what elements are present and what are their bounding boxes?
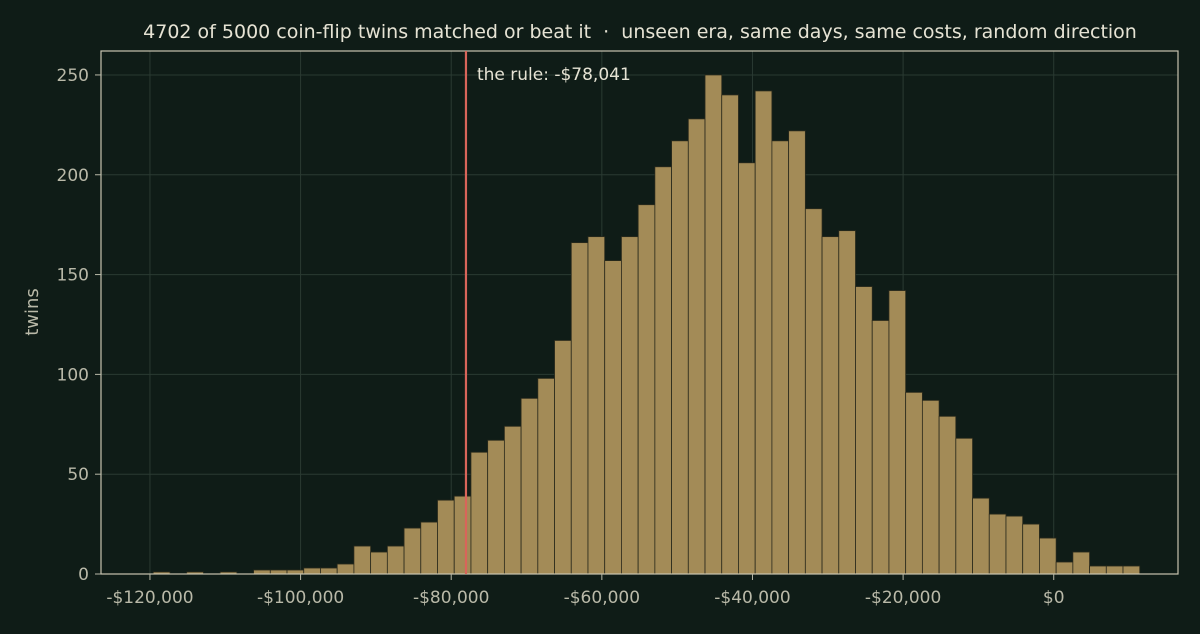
plot-frame [100,50,1179,575]
y-tick-label-3: 150 [57,266,89,286]
x-tick-label-5: -$20,000 [865,588,941,608]
histogram-bar-24 [520,397,539,575]
histogram-bar-34 [687,118,706,575]
histogram-bar-43 [838,230,856,575]
histogram-bar-18 [420,521,438,575]
histogram-bar-59 [1105,565,1124,575]
x-tick-label-3: -$60,000 [564,588,640,608]
histogram-bar-39 [771,140,790,575]
histogram-bar-41 [804,208,823,575]
histogram-bar-54 [1022,523,1040,575]
y-tick-label-4: 200 [57,166,89,186]
ticks-layer: -$120,000 -$100,000 -$80,000 -$60,000 -$40,0… [57,66,1065,608]
histogram-bar-29 [604,260,622,575]
histogram-bar-11 [303,567,321,575]
chart-title: 4702 of 5000 coin-flip twins matched or … [143,21,1137,43]
histogram-bar-56 [1055,561,1074,575]
x-tick-label-4: -$40,000 [714,588,790,608]
rule-marker-label: the rule: -$78,041 [477,65,631,85]
y-tick-label-1: 50 [67,465,89,485]
histogram-bar-47 [905,391,923,575]
histogram-bar-36 [721,94,739,575]
histogram-bar-20 [453,495,472,575]
histogram-bar-51 [972,497,990,575]
histogram-bar-19 [437,499,455,575]
histogram-bar-57 [1072,551,1090,575]
x-tick-label-6: $0 [1043,588,1065,608]
histogram-bar-45 [871,320,890,575]
histogram-bar-13 [336,563,355,575]
x-tick-label-2: -$80,000 [413,588,489,608]
histogram-bar-40 [788,130,806,575]
histogram-bar-23 [503,425,522,575]
y-tick-label-2: 100 [57,365,89,385]
y-tick-label-5: 250 [57,66,89,86]
x-tick-label-1: -$100,000 [257,588,344,608]
y-axis-label: twins [22,288,43,336]
histogram-bar-28 [587,236,606,575]
bars-layer [152,74,1141,575]
histogram-bar-31 [637,204,656,575]
x-tick-label-0: -$120,000 [106,588,193,608]
histogram-bar-58 [1089,565,1107,575]
histogram-bar-14 [353,545,372,575]
histogram-bar-50 [955,437,973,575]
histogram-bar-22 [487,439,505,575]
histogram-bar-60 [1122,565,1141,575]
histogram-bar-35 [704,74,723,575]
histogram-bar-42 [821,236,840,575]
histogram-bar-53 [1005,515,1024,575]
histogram-bar-44 [855,286,873,575]
histogram-bar-48 [921,399,940,575]
histogram-bar-37 [738,162,756,575]
y-tick-label-0: 0 [78,565,89,585]
histogram-bar-21 [470,451,489,575]
histogram-bar-15 [370,551,388,575]
histogram-bar-16 [386,545,405,575]
histogram-bar-33 [671,140,689,575]
histogram-bar-49 [938,415,957,575]
histogram-bar-30 [621,236,639,575]
histogram-bar-46 [888,290,907,575]
histogram-bar-38 [754,90,773,575]
histogram-bar-55 [1039,537,1057,575]
histogram-bar-17 [403,527,422,575]
histogram-bar-25 [537,377,555,575]
histogram-bar-12 [320,567,338,575]
histogram-bar-27 [570,242,589,575]
histogram-bar-32 [654,166,672,575]
histogram-bar-52 [988,513,1007,575]
histogram-bar-26 [554,340,572,575]
